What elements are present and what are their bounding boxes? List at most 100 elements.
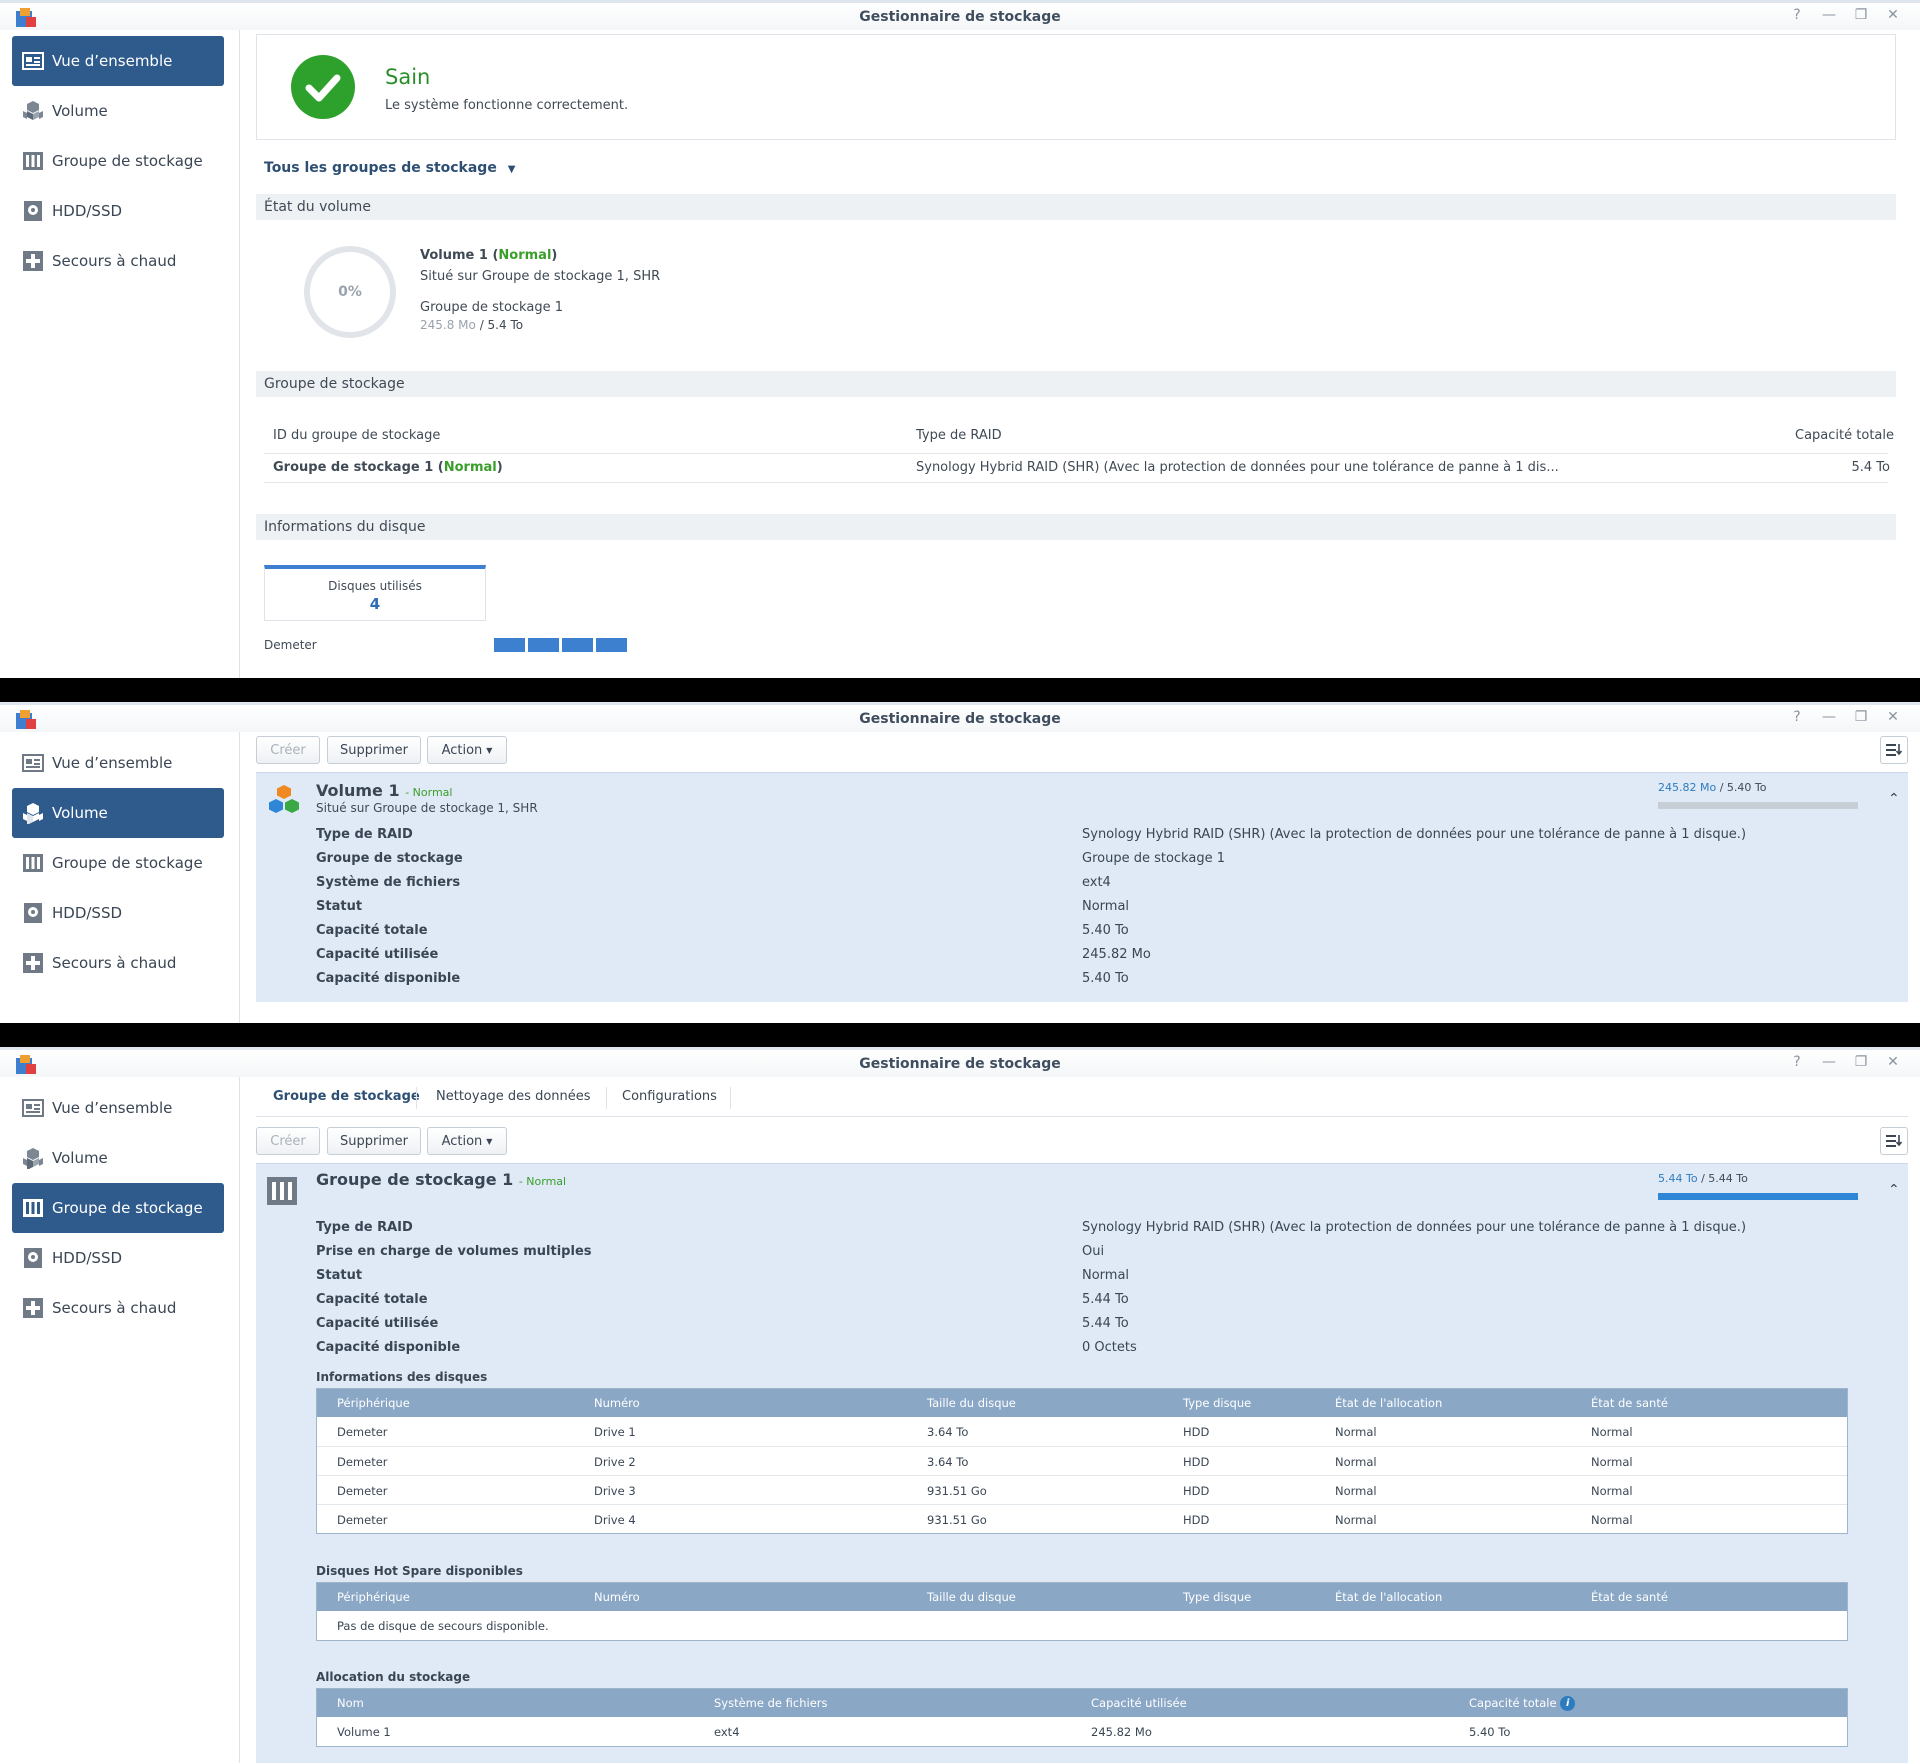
pool-usage-fill bbox=[1658, 1193, 1858, 1200]
column-header[interactable]: Nom bbox=[337, 1696, 364, 1710]
column-header[interactable]: Type disque bbox=[1183, 1590, 1252, 1604]
nav-label: Vue d’ensemble bbox=[52, 52, 173, 70]
volume-detail-panel[interactable]: Volume 1 - Normal Situé sur Groupe de st… bbox=[256, 772, 1908, 1002]
column-header[interactable]: État de santé bbox=[1591, 1590, 1668, 1604]
table-row[interactable]: Demeter Drive 4 931.51 Go HDD Normal Normal bbox=[317, 1504, 1847, 1533]
view-toggle-icon[interactable] bbox=[1880, 736, 1908, 764]
nav-volume[interactable]: Volume bbox=[12, 788, 224, 838]
table-row[interactable]: Demeter Drive 3 931.51 Go HDD Normal Normal bbox=[317, 1475, 1847, 1504]
volume-usage-text: 245.82 Mo / 5.40 To bbox=[1658, 781, 1767, 794]
help-icon[interactable]: ? bbox=[1793, 709, 1801, 725]
pool-title-text: Groupe de stockage 1 bbox=[316, 1170, 514, 1189]
column-header[interactable]: Périphérique bbox=[337, 1590, 410, 1604]
nav-label: Vue d’ensemble bbox=[52, 1099, 173, 1117]
nav-storage-pool[interactable]: Groupe de stockage bbox=[12, 838, 224, 888]
hot-spare-icon bbox=[23, 251, 43, 271]
volume-pool: Groupe de stockage 1 bbox=[420, 300, 563, 315]
column-header[interactable]: État de l'allocation bbox=[1335, 1590, 1443, 1604]
storage-pool-icon bbox=[267, 1177, 297, 1205]
volume-used: 245.8 Mo bbox=[420, 318, 476, 332]
close-icon[interactable]: ✕ bbox=[1887, 709, 1899, 725]
disk-slot-2[interactable] bbox=[528, 638, 559, 652]
column-header[interactable]: Type disque bbox=[1183, 1396, 1252, 1410]
hdd-icon bbox=[24, 1248, 42, 1268]
tab-configurations[interactable]: Configurations bbox=[622, 1089, 717, 1104]
nav-hot-spare[interactable]: Secours à chaud bbox=[12, 938, 224, 988]
disk-slot-3[interactable] bbox=[562, 638, 593, 652]
nav-storage-pool[interactable]: Groupe de stockage bbox=[12, 1183, 224, 1233]
table-row[interactable]: Demeter Drive 2 3.64 To HDD Normal Normal bbox=[317, 1446, 1847, 1475]
nav-hdd-ssd[interactable]: HDD/SSD bbox=[12, 1233, 224, 1283]
minimize-icon[interactable]: — bbox=[1822, 709, 1836, 725]
divider bbox=[264, 482, 1888, 483]
disk-slot-4[interactable] bbox=[596, 638, 627, 652]
info-icon[interactable]: i bbox=[1560, 1696, 1576, 1711]
pool-detail-panel[interactable]: Groupe de stockage 1 - Normal 5.44 To / … bbox=[256, 1163, 1908, 1763]
delete-button[interactable]: Supprimer bbox=[327, 736, 421, 764]
nav-hdd-ssd[interactable]: HDD/SSD bbox=[12, 186, 224, 236]
restore-icon[interactable]: ❐ bbox=[1854, 7, 1868, 23]
column-header[interactable]: Numéro bbox=[594, 1396, 640, 1410]
nav-volume[interactable]: Volume bbox=[12, 86, 224, 136]
tab-storage-pool[interactable]: Groupe de stockage bbox=[273, 1089, 420, 1104]
create-button[interactable]: Créer bbox=[256, 736, 320, 764]
pool-row-name[interactable]: Groupe de stockage 1 (Normal) bbox=[273, 460, 503, 475]
nav-overview[interactable]: Vue d’ensemble bbox=[12, 1083, 224, 1133]
collapse-chevron-icon[interactable]: ⌃ bbox=[1888, 1182, 1900, 1198]
tab-separator bbox=[416, 1087, 417, 1109]
volume-usage-donut: 0% bbox=[304, 246, 396, 338]
nav-hot-spare[interactable]: Secours à chaud bbox=[12, 1283, 224, 1333]
nav-hot-spare[interactable]: Secours à chaud bbox=[12, 236, 224, 286]
usage-used: 245.82 Mo bbox=[1658, 781, 1717, 794]
help-icon[interactable]: ? bbox=[1793, 1054, 1801, 1070]
row-value: 5.40 To bbox=[1082, 923, 1129, 938]
nav-hdd-ssd[interactable]: HDD/SSD bbox=[12, 888, 224, 938]
column-header[interactable]: Capacité utilisée bbox=[1091, 1696, 1187, 1710]
action-label: Action bbox=[441, 1133, 483, 1149]
volume-title-text: Volume 1 bbox=[316, 781, 400, 800]
title-bar: Gestionnaire de stockage ? — ❐ ✕ bbox=[0, 0, 1920, 30]
table-row[interactable]: Demeter Drive 1 3.64 To HDD Normal Normal bbox=[317, 1417, 1847, 1446]
nav-volume[interactable]: Volume bbox=[12, 1133, 224, 1183]
pool-filter-label: Tous les groupes de stockage bbox=[264, 160, 497, 176]
delete-button[interactable]: Supprimer bbox=[327, 1127, 421, 1155]
column-header[interactable]: Périphérique bbox=[337, 1396, 410, 1410]
tab-data-scrubbing[interactable]: Nettoyage des données bbox=[436, 1089, 591, 1104]
volume-name-line: Volume 1 (Normal) bbox=[420, 248, 558, 263]
cell-type: HDD bbox=[1183, 1513, 1210, 1527]
action-button[interactable]: Action ▼ bbox=[427, 1127, 507, 1155]
close-icon[interactable]: ✕ bbox=[1887, 7, 1899, 23]
table-row[interactable]: Volume 1 ext4 245.82 Mo 5.40 To bbox=[317, 1717, 1847, 1746]
close-icon[interactable]: ✕ bbox=[1887, 1054, 1899, 1070]
view-toggle-icon[interactable] bbox=[1880, 1127, 1908, 1155]
create-button[interactable]: Créer bbox=[256, 1127, 320, 1155]
nav-label: Secours à chaud bbox=[52, 1299, 177, 1317]
cell-type: HDD bbox=[1183, 1425, 1210, 1439]
column-header[interactable]: Système de fichiers bbox=[714, 1696, 828, 1710]
nav-storage-pool[interactable]: Groupe de stockage bbox=[12, 136, 224, 186]
col-pool-id: ID du groupe de stockage bbox=[273, 428, 441, 443]
nav-overview[interactable]: Vue d’ensemble bbox=[12, 738, 224, 788]
column-header[interactable]: État de santé bbox=[1591, 1396, 1668, 1410]
column-header[interactable]: État de l'allocation bbox=[1335, 1396, 1443, 1410]
minimize-icon[interactable]: — bbox=[1822, 7, 1836, 23]
cell-number: Drive 3 bbox=[594, 1484, 636, 1498]
nav-label: Volume bbox=[52, 102, 108, 120]
volume-total: 5.4 To bbox=[487, 318, 524, 332]
disk-slot-1[interactable] bbox=[494, 638, 525, 652]
nav-overview[interactable]: Vue d’ensemble bbox=[12, 36, 224, 86]
collapse-chevron-icon[interactable]: ⌃ bbox=[1888, 791, 1900, 807]
storage-pool-icon bbox=[23, 854, 43, 872]
row-label: Type de RAID bbox=[316, 827, 413, 842]
column-header[interactable]: Capacité totale i bbox=[1469, 1696, 1576, 1711]
pool-filter-dropdown[interactable]: Tous les groupes de stockage ▼ bbox=[264, 160, 515, 176]
restore-icon[interactable]: ❐ bbox=[1854, 1054, 1868, 1070]
volume-window: Gestionnaire de stockage ? — ❐ ✕ Vue d’ense… bbox=[0, 702, 1920, 1023]
restore-icon[interactable]: ❐ bbox=[1854, 709, 1868, 725]
column-header[interactable]: Taille du disque bbox=[927, 1396, 1016, 1410]
action-button[interactable]: Action ▼ bbox=[427, 736, 507, 764]
minimize-icon[interactable]: — bbox=[1822, 1054, 1836, 1070]
column-header[interactable]: Numéro bbox=[594, 1590, 640, 1604]
column-header[interactable]: Taille du disque bbox=[927, 1590, 1016, 1604]
help-icon[interactable]: ? bbox=[1793, 7, 1801, 23]
